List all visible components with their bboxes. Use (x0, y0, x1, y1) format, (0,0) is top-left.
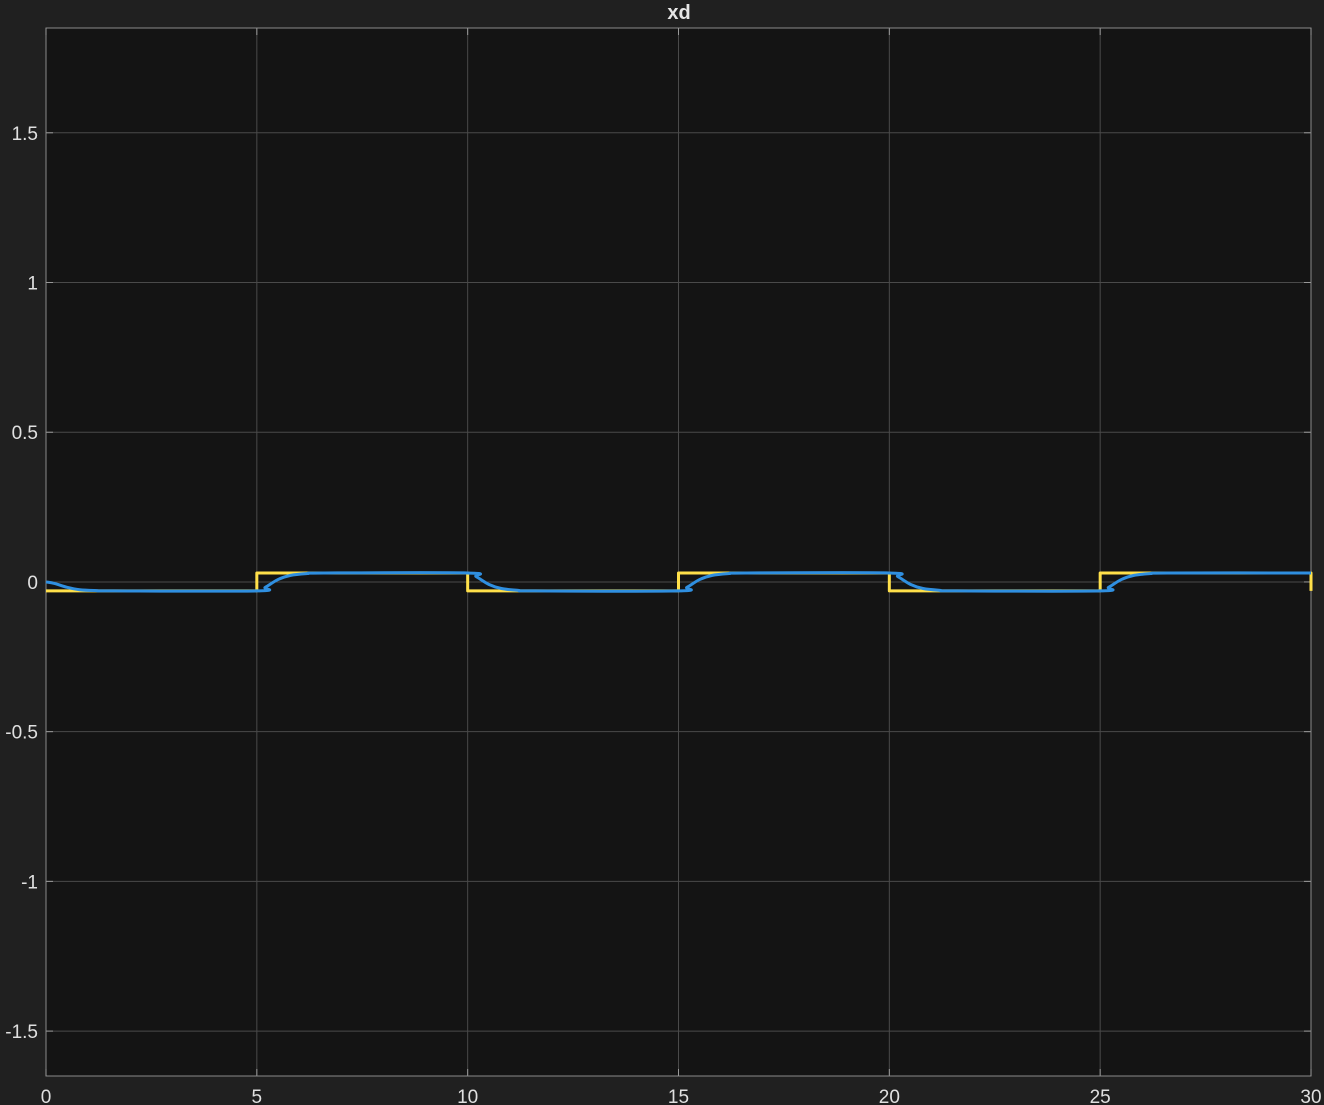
series-line-1 (46, 571, 1313, 593)
x-tick-label: 15 (668, 1087, 689, 1105)
y-tick-label: -1.5 (5, 1022, 38, 1043)
y-tick-label: 0 (27, 573, 38, 594)
chart-title: xd (667, 2, 690, 24)
y-tick-label: -0.5 (5, 723, 38, 744)
y-tick-label: 0.5 (12, 423, 38, 444)
x-tick-label: 0 (41, 1087, 52, 1105)
series-line-2 (45, 571, 1312, 593)
x-tick-label: 25 (1090, 1087, 1111, 1105)
x-tick-label: 10 (457, 1087, 478, 1105)
y-tick-label: 1.5 (12, 124, 38, 145)
y-tick-label: 1 (27, 274, 38, 295)
y-tick-label: -1 (21, 872, 38, 893)
series-lines (45, 571, 1313, 593)
x-tick-label: 20 (879, 1087, 900, 1105)
axis-ticks: 0 5 10 15 20 25 30 1.5 1 0.5 0 -0.5 -1 -1.5 (5, 28, 1322, 1105)
x-tick-label: 5 (252, 1087, 263, 1105)
x-tick-label: 30 (1300, 1087, 1321, 1105)
